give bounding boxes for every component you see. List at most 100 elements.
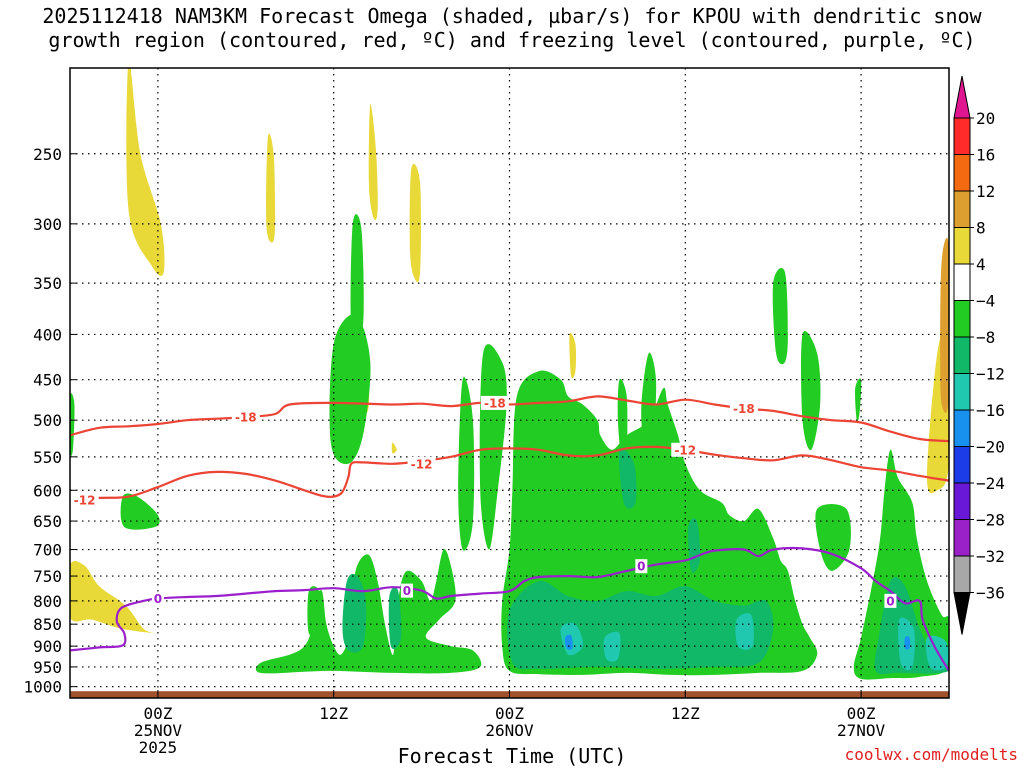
contour-label-bg-2-1	[400, 583, 413, 598]
colorbar-label-4: 4	[976, 255, 986, 274]
y-tick-label-850: 850	[33, 615, 62, 634]
contour-label-0-2: -18	[733, 402, 755, 416]
omega-shade-2-10	[545, 476, 571, 508]
y-tick-label-750: 750	[33, 567, 62, 586]
omega-shade-2-14	[815, 503, 851, 571]
omega-colorbar: 20 16 12 8 4 −4 −8 −12 −16 −20 −24 −28 −32 −36	[953, 75, 1005, 635]
y-tick-label-300: 300	[33, 215, 62, 234]
colorbar-segment-9	[953, 446, 971, 484]
contour-label-bg-1-2	[671, 442, 700, 457]
colorbar-segment-2	[953, 190, 971, 228]
colorbar-segment-10	[953, 482, 971, 520]
x-tick-label-3-0: 12Z	[671, 704, 700, 723]
y-tick-label-550: 550	[33, 448, 62, 467]
omega-shade-2-0	[350, 214, 364, 340]
x-tick-label-1-0: 12Z	[319, 704, 348, 723]
omega-shade-2-1	[329, 314, 371, 465]
omega-shade-0-6	[391, 442, 397, 454]
omega-shade-0-3	[409, 163, 422, 283]
omega-shade-0-0	[126, 68, 165, 276]
omega-shade-2-15	[853, 449, 949, 680]
colorbar-segment-12	[953, 555, 971, 593]
omega-shade-5-1	[904, 636, 910, 650]
contour-label-bg-1-0	[70, 492, 99, 507]
site-credit: coolwx.com/modelts	[844, 745, 1018, 764]
contour-label-bg-1-1	[407, 456, 436, 471]
contour-line-1	[70, 445, 949, 501]
colorbar-label-3: 8	[976, 219, 986, 238]
contour-label-bg-0-0	[231, 410, 260, 425]
colorbar-segment-7	[953, 373, 971, 411]
chart-title: 2025112418 NAM3KM Forecast Omega (shaded…	[0, 4, 1024, 52]
colorbar-label-12: −32	[976, 547, 1005, 566]
omega-shade-2-9	[641, 352, 657, 446]
colorbar-label-5: −4	[976, 292, 995, 311]
omega-shade-0-1	[266, 133, 276, 243]
colorbar-label-9: −20	[976, 438, 1005, 457]
y-tick-label-400: 400	[33, 325, 62, 344]
x-tick-label-4-1: 27NOV	[837, 721, 886, 740]
x-tick-label-0-0: 00Z	[143, 704, 172, 723]
y-tick-label-1000: 1000	[23, 678, 62, 697]
y-tick-label-700: 700	[33, 541, 62, 560]
y-tick-label-500: 500	[33, 411, 62, 430]
colorbar-segment-1	[953, 154, 971, 192]
colorbar-label-0: 20	[976, 109, 995, 128]
omega-shade-2-4	[458, 376, 475, 551]
chart-title-line1: 2025112418 NAM3KM Forecast Omega (shaded…	[42, 4, 982, 28]
contour-label-2-2: 0	[637, 560, 645, 574]
y-tick-label-600: 600	[33, 481, 62, 500]
colorbar-label-2: 12	[976, 182, 995, 201]
y-tick-label-450: 450	[33, 371, 62, 390]
omega-shade-3-1	[388, 587, 402, 650]
omega-shade-2-18	[255, 549, 482, 674]
colorbar-label-10: −24	[976, 474, 1005, 493]
x-tick-label-4-0: 00Z	[847, 704, 876, 723]
omega-shade-4-2	[735, 613, 754, 650]
y-tick-label-250: 250	[33, 145, 62, 164]
x-tick-label-0-1: 25NOV	[134, 721, 183, 740]
contour-label-bg-2-2	[635, 559, 648, 574]
omega-shade-2-7	[594, 448, 616, 540]
colorbar-label-7: −12	[976, 365, 1005, 384]
colorbar-segment-11	[953, 519, 971, 557]
contour-label-bg-2-3	[884, 593, 897, 608]
colorbar-label-8: −16	[976, 401, 1005, 420]
colorbar-segment-5	[953, 300, 971, 338]
contour-label-bg-0-2	[729, 401, 758, 416]
contour-label-0-1: -18	[484, 396, 506, 410]
colorbar-segment-3	[953, 227, 971, 265]
colorbar-label-6: −8	[976, 328, 995, 347]
omega-shade-2-19	[307, 586, 322, 637]
x-tick-label-0-2: 2025	[139, 738, 178, 757]
omega-shade-3-0	[342, 573, 367, 653]
omega-shade-3-5	[618, 447, 637, 509]
contour-line-0	[70, 395, 949, 443]
contour-label-2-3: 0	[886, 594, 894, 608]
omega-shade-2-5	[479, 344, 507, 550]
contour-label-bg-0-1	[480, 395, 509, 410]
omega-shade-0-2	[368, 104, 378, 221]
omega-shade-4-1	[603, 631, 621, 662]
contour-label-1-2: -12	[674, 443, 696, 457]
x-axis-label: Forecast Time (UTC)	[397, 744, 627, 768]
colorbar-segment-0	[953, 117, 971, 155]
chart-title-line2: growth region (contoured, red, ºC) and f…	[48, 28, 976, 52]
colorbar-segment-8	[953, 409, 971, 447]
omega-shade-5-0	[564, 634, 573, 650]
colorbar-top-arrow	[953, 75, 971, 119]
omega-shade-0-4	[569, 332, 577, 379]
y-tick-label-900: 900	[33, 637, 62, 656]
omega-shade-2-12	[801, 330, 821, 451]
omega-shade-2-3	[120, 493, 160, 530]
x-tick-label-2-1: 26NOV	[485, 721, 534, 740]
colorbar-label-13: −36	[976, 584, 1005, 603]
contour-label-bg-2-0	[151, 591, 164, 606]
colorbar-bottom-arrow	[953, 592, 971, 635]
colorbar-segment-4	[953, 263, 971, 301]
contour-label-2-1: 0	[403, 584, 411, 598]
colorbar-segment-6	[953, 336, 971, 374]
omega-shade-2-2	[70, 393, 75, 456]
contour-label-0-0: -18	[235, 411, 257, 425]
